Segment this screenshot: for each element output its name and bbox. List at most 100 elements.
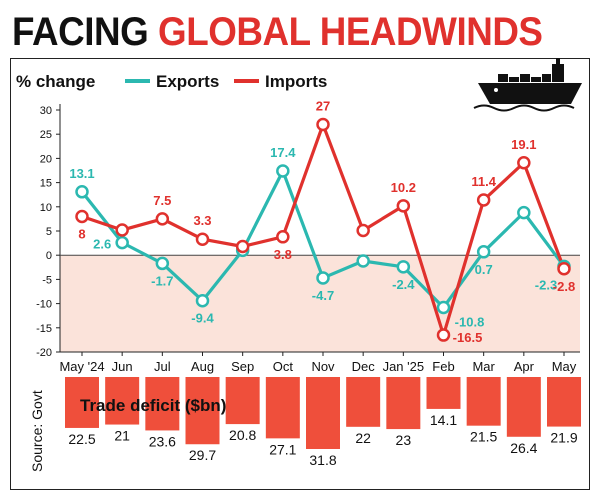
deficit-bar xyxy=(466,377,501,426)
deficit-bar-label: 22 xyxy=(355,430,371,446)
x-tick-label: Feb xyxy=(432,359,454,374)
deficit-bar xyxy=(346,377,381,427)
imports-point xyxy=(276,230,290,244)
legend-exports-label: Exports xyxy=(156,72,219,91)
deficit-bar xyxy=(386,377,421,430)
deficit-bar-label: 21.9 xyxy=(550,430,577,446)
imports-data-label: -16.5 xyxy=(453,330,483,345)
deficit-bar xyxy=(145,377,180,431)
y-tick-label: -20 xyxy=(36,347,52,359)
deficit-bar-label: 22.5 xyxy=(68,431,95,447)
deficit-bar-label: 27.1 xyxy=(269,441,296,457)
exports-data-label: 0.7 xyxy=(475,262,493,277)
deficit-bar xyxy=(306,377,340,449)
exports-data-label: 17.4 xyxy=(270,145,296,160)
legend-imports-label: Imports xyxy=(265,72,327,91)
x-tick-label: Sep xyxy=(231,359,254,374)
y-tick-label: 30 xyxy=(40,105,52,117)
y-tick-label: 5 xyxy=(46,226,52,238)
imports-data-label: 3.3 xyxy=(193,213,211,228)
page-title: FACING GLOBAL HEADWINDS xyxy=(12,6,543,58)
deficit-bar-label: 23.6 xyxy=(149,433,176,449)
x-tick-label: Oct xyxy=(273,359,294,374)
exports-data-label: 13.1 xyxy=(69,166,94,181)
x-tick-label: Nov xyxy=(311,359,335,374)
deficit-bar xyxy=(506,377,541,437)
exports-point xyxy=(517,205,531,220)
imports-point xyxy=(356,223,370,238)
deficit-bar xyxy=(185,377,220,445)
exports-data-label: -2.4 xyxy=(392,277,415,292)
imports-point xyxy=(316,117,330,132)
exports-point xyxy=(316,271,330,285)
exports-data-label: -9.4 xyxy=(191,311,214,326)
imports-data-label: 19.1 xyxy=(511,137,536,152)
exports-point xyxy=(396,260,411,274)
y-tick-label: 0 xyxy=(46,250,52,262)
x-tick-label: Mar xyxy=(472,359,495,374)
deficit-bar-label: 31.8 xyxy=(309,452,336,468)
bar-chart-title: Trade deficit ($bn) xyxy=(80,396,226,415)
x-tick-label: Aug xyxy=(191,359,214,374)
x-tick-label: Jan '25 xyxy=(383,359,425,374)
exports-data-label: -10.8 xyxy=(455,314,485,329)
imports-data-label: 8 xyxy=(78,226,85,241)
deficit-bar-label: 23 xyxy=(396,432,412,448)
cargo-ship-icon xyxy=(473,58,582,112)
exports-point xyxy=(195,293,210,308)
deficit-bar-label: 29.7 xyxy=(189,447,216,463)
exports-data-label: -2.3 xyxy=(535,277,557,292)
imports-point xyxy=(115,223,129,237)
exports-data-label: 2.6 xyxy=(93,237,111,252)
exports-point xyxy=(436,300,451,315)
y-tick-label: 20 xyxy=(40,153,52,165)
y-tick-label: 25 xyxy=(40,129,52,141)
exports-data-label: -4.7 xyxy=(312,288,334,303)
exports-point xyxy=(75,185,89,199)
x-tick-label: May xyxy=(552,359,577,374)
y-tick-label: -10 xyxy=(36,299,52,311)
x-tick-label: May '24 xyxy=(59,359,104,374)
deficit-bar-label: 21.5 xyxy=(470,429,497,445)
deficit-bar xyxy=(105,377,140,425)
y-tick-label: 10 xyxy=(40,202,52,214)
imports-point xyxy=(517,156,531,170)
deficit-bar-label: 14.1 xyxy=(430,412,457,428)
deficit-bar xyxy=(225,377,260,425)
imports-point xyxy=(75,209,89,224)
deficit-bar-label: 21 xyxy=(114,428,130,444)
deficit-bar xyxy=(65,377,99,428)
x-tick-label: Jun xyxy=(112,359,133,374)
imports-point xyxy=(396,199,411,213)
y-tick-label: 15 xyxy=(40,178,52,190)
imports-data-label: 11.4 xyxy=(471,174,496,189)
imports-data-label: 7.5 xyxy=(153,193,171,208)
x-tick-label: Dec xyxy=(352,359,376,374)
deficit-bar xyxy=(265,377,300,439)
chart-frame xyxy=(10,58,590,490)
imports-point xyxy=(155,212,170,226)
imports-point xyxy=(235,239,250,254)
legend-unit-label: % change xyxy=(16,72,95,91)
title-part-facing: FACING xyxy=(12,10,159,54)
exports-data-label: -1.7 xyxy=(151,273,173,288)
y-tick-label: -15 xyxy=(36,323,52,335)
imports-point xyxy=(436,328,451,342)
x-tick-label: Apr xyxy=(514,359,535,374)
imports-point xyxy=(557,262,571,276)
title-part-global-headwinds: GLOBAL HEADWINDS xyxy=(158,10,543,54)
imports-data-label: -2.8 xyxy=(553,279,575,294)
source-note: Source: Govt xyxy=(29,390,45,472)
imports-point xyxy=(195,232,210,246)
y-tick-label: -5 xyxy=(42,274,52,286)
x-tick-label: Jul xyxy=(154,359,171,374)
deficit-bar xyxy=(547,377,581,427)
imports-point xyxy=(476,193,491,207)
imports-data-label: 3.8 xyxy=(274,247,292,262)
imports-data-label: 10.2 xyxy=(391,180,416,195)
deficit-bar xyxy=(426,377,461,409)
exports-point xyxy=(115,235,129,250)
exports-point xyxy=(155,256,170,271)
imports-data-label: 27 xyxy=(316,99,330,114)
